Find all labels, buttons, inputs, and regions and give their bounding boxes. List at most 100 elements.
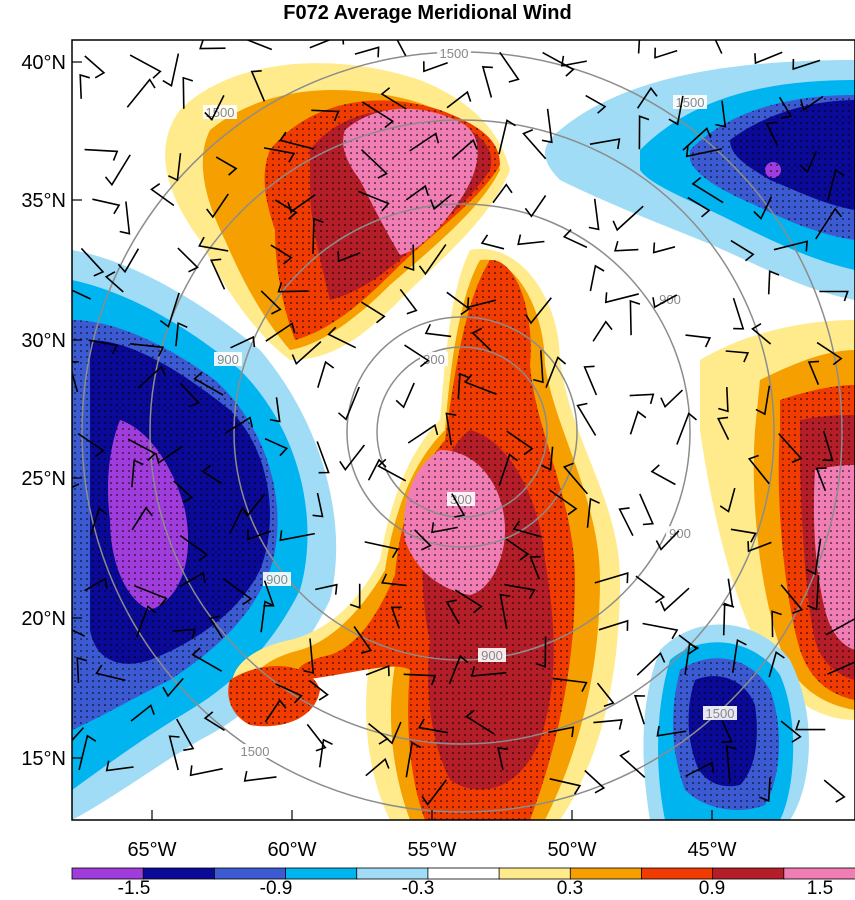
colorbar-label: 0.9	[699, 878, 725, 899]
lon-label: 55°W	[407, 839, 456, 861]
wind-barb	[287, 194, 316, 214]
wind-barb	[498, 453, 518, 486]
wind-barb	[315, 583, 338, 595]
wind-barb	[155, 445, 183, 465]
wind-barb	[89, 507, 108, 536]
wind-barb	[598, 619, 629, 631]
plot-frame	[71, 39, 855, 821]
positive-region-east	[700, 320, 855, 720]
wind-barb	[423, 61, 448, 73]
wind-barb	[414, 529, 432, 551]
wind-barb	[635, 575, 666, 604]
wind-barb	[270, 244, 293, 265]
wind-barb	[687, 196, 711, 218]
wind-barb	[594, 572, 629, 584]
wind-barb	[318, 738, 333, 768]
wind-barb	[72, 629, 85, 637]
wind-barb	[405, 184, 429, 201]
wind-barb	[780, 584, 804, 615]
wind-barb	[354, 46, 380, 58]
wind-barb	[685, 334, 712, 348]
wind-barb	[79, 73, 91, 99]
wind-barb	[722, 602, 735, 636]
wind-barb	[230, 335, 256, 349]
wind-barb	[206, 193, 229, 219]
wind-barb	[619, 750, 646, 778]
wind-barb	[562, 229, 588, 249]
positive-region-southwest	[228, 666, 320, 727]
wind-barb	[800, 95, 824, 112]
wind-barb	[629, 410, 647, 435]
wind-barb	[80, 247, 105, 277]
lon-label: 65°W	[127, 839, 176, 861]
wind-barb	[327, 326, 357, 349]
wind-barb	[189, 765, 223, 777]
wind-barb	[150, 183, 175, 207]
wind-barb	[274, 199, 298, 220]
wind-barb	[731, 638, 747, 673]
wind-barb	[396, 40, 407, 57]
wind-barb	[383, 721, 402, 745]
wind-barb	[499, 593, 511, 630]
wind-barb	[264, 437, 289, 457]
wind-barb	[84, 148, 119, 161]
wind-barb	[172, 628, 196, 640]
wind-barb	[754, 51, 783, 65]
wind-barb	[499, 51, 520, 83]
map-title: F072 Average Meridional Wind	[283, 2, 572, 24]
wind-barb	[104, 154, 131, 187]
wind-barb	[471, 327, 492, 352]
wind-barb	[642, 622, 679, 640]
wind-barb	[243, 770, 277, 782]
wind-barb	[176, 718, 195, 752]
wind-barb	[637, 40, 641, 54]
ring-label-1500-top: 1500	[440, 46, 469, 61]
wind-barb	[778, 433, 803, 464]
wind-barb	[498, 119, 516, 155]
wind-barb	[656, 725, 687, 737]
wind-barb	[179, 382, 200, 408]
wind-barb	[364, 541, 399, 559]
wind-barb	[95, 664, 126, 682]
lon-label: 60°W	[267, 839, 316, 861]
wind-barb	[560, 55, 587, 67]
wind-barb	[492, 183, 513, 204]
wind-barb	[747, 541, 772, 553]
wind-barb	[517, 234, 545, 246]
wind-barb	[585, 94, 607, 114]
wind-barb	[545, 356, 567, 388]
wind-barb	[596, 682, 615, 708]
wind-barb	[771, 610, 782, 638]
wind-barb	[316, 441, 330, 474]
wind-barb	[275, 683, 303, 704]
wind-barb	[768, 651, 785, 678]
wind-barb	[126, 78, 156, 108]
wind-barb	[732, 297, 745, 330]
wind-barb	[715, 100, 727, 128]
wind-barb	[714, 40, 723, 54]
wind-barb	[629, 299, 641, 336]
wind-barb	[816, 341, 843, 366]
wind-barb	[446, 291, 471, 316]
wind-barb	[224, 416, 254, 434]
wind-barb	[407, 423, 439, 444]
wind-barb	[678, 634, 698, 655]
wind-barb	[751, 323, 772, 345]
wind-barb	[353, 626, 373, 654]
wind-barb	[339, 444, 366, 471]
wind-barb	[753, 196, 773, 220]
wind-barb	[562, 462, 589, 495]
wind-barb	[88, 339, 119, 355]
wind-barb	[685, 761, 715, 777]
wind-barb	[263, 147, 296, 163]
wind-barb	[77, 432, 105, 458]
wind-barb	[179, 571, 206, 588]
wind-barb	[337, 386, 360, 421]
range-ring-600	[346, 316, 578, 548]
wind-barb	[72, 727, 85, 742]
ring-label-300-bottom: 300	[450, 492, 472, 507]
wind-barb	[593, 718, 623, 730]
wind-barb	[92, 198, 121, 215]
wind-barb	[576, 402, 597, 436]
wind-barb	[399, 288, 418, 315]
